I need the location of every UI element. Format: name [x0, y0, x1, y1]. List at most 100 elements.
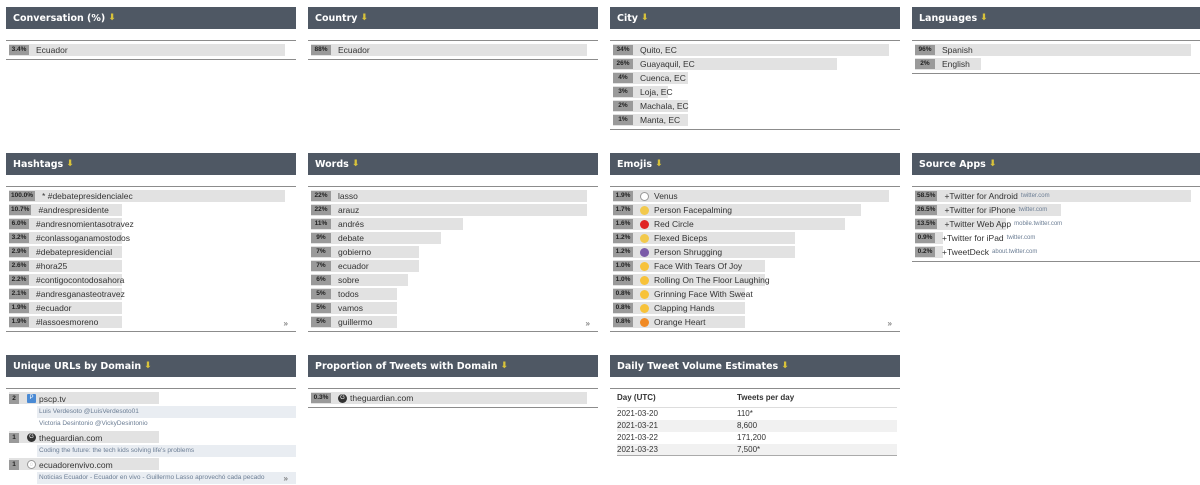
list-item[interactable]: 1.7% Person Facepalming — [613, 203, 900, 217]
list-item[interactable]: 4% Cuenca, EC — [613, 71, 900, 85]
download-icon[interactable]: ⬇ — [144, 361, 152, 371]
list-item[interactable]: 0.8% Grinning Face With Sweat — [613, 287, 900, 301]
bar-fill — [613, 232, 795, 244]
bar-fill — [311, 232, 441, 244]
list-item[interactable]: 0.9% +Twitter for iPad twitter.com — [915, 231, 1200, 245]
bar-fill — [311, 218, 463, 230]
list-item[interactable]: 9% debate — [311, 231, 598, 245]
list-item[interactable]: 1.0% Face With Tears Of Joy — [613, 259, 900, 273]
download-icon[interactable]: ⬇ — [360, 13, 368, 23]
list-item[interactable]: 0.8% Clapping Hands — [613, 301, 900, 315]
chevron-double-down-icon[interactable]: » — [283, 474, 288, 483]
item-text: English — [942, 59, 970, 69]
item-label: Face With Tears Of Joy — [640, 261, 742, 271]
bar-fill — [613, 44, 889, 56]
item-host: about.twitter.com — [992, 249, 1038, 255]
list-item[interactable]: 58.5% +Twitter for Android twitter.com — [915, 189, 1200, 203]
list-item[interactable]: 1.9% Venus — [613, 189, 900, 203]
list-item[interactable]: 3% Loja, EC — [613, 85, 900, 99]
url-item[interactable]: 1 ◌ ecuadorenvivo.com — [9, 457, 296, 472]
panel-title: Emojis — [617, 158, 653, 170]
list-item[interactable]: 3.4% Ecuador — [9, 43, 296, 57]
domain-link[interactable]: theguardian.com — [39, 432, 103, 443]
bar-fill — [9, 218, 122, 230]
download-icon[interactable]: ⬇ — [988, 159, 997, 169]
list-item[interactable]: 2.1% #andresganasteotravez — [9, 287, 296, 301]
list-item[interactable]: 2.2% #contigocontodosahora — [9, 273, 296, 287]
bar-list: 96% Spanish 2% English — [912, 40, 1200, 74]
domain-link[interactable]: pscp.tv — [39, 393, 66, 404]
emoji-icon — [640, 275, 649, 285]
list-item[interactable]: 0.8% Orange Heart — [613, 315, 900, 329]
emoji-icon — [640, 233, 649, 243]
panel-proportion: Proportion of Tweets with Domain ⬇ 0.3% G… — [308, 355, 598, 408]
emoji-icon — [640, 261, 649, 271]
domain-link[interactable]: ecuadorenvivo.com — [39, 459, 113, 470]
percent-badge: 6% — [311, 275, 331, 285]
list-item[interactable]: 1.6% Red Circle — [613, 217, 900, 231]
list-item[interactable]: 1.9% #ecuador — [9, 301, 296, 315]
list-item[interactable]: 1% Manta, EC — [613, 113, 900, 127]
list-item[interactable]: 26.5% +Twitter for iPhone twitter.com — [915, 203, 1200, 217]
bar-fill — [9, 246, 122, 258]
list-item[interactable]: 1.9% #lassoesmoreno — [9, 315, 296, 329]
download-icon[interactable]: ⬇ — [655, 159, 663, 169]
list-item[interactable]: 0.2% +TweetDeck about.twitter.com — [915, 245, 1200, 259]
list-item[interactable]: 11% andrés — [311, 217, 598, 231]
item-text: #contigocontodosahora — [36, 275, 125, 285]
list-item[interactable]: 100.0% * #debatepresidencialec — [9, 189, 296, 203]
list-item[interactable]: 7% gobierno — [311, 245, 598, 259]
list-item[interactable]: 1.0% Rolling On The Floor Laughing — [613, 273, 900, 287]
chevron-double-down-icon[interactable]: » — [887, 319, 892, 328]
chevron-double-down-icon[interactable]: » — [585, 319, 590, 328]
download-icon[interactable]: ⬇ — [781, 361, 789, 371]
download-icon[interactable]: ⬇ — [108, 13, 116, 23]
item-host: twitter.com — [1018, 207, 1048, 213]
list-item[interactable]: 2% English — [915, 57, 1200, 71]
panel-languages: Languages ⬇ 96% Spanish 2% English — [912, 7, 1200, 74]
list-item[interactable]: 5% todos — [311, 287, 598, 301]
item-label: +Twitter for iPad twitter.com — [942, 233, 1035, 243]
url-title-link[interactable]: Coding the future: the tech kids solving… — [37, 445, 296, 457]
chevron-double-down-icon[interactable]: » — [283, 319, 288, 328]
list-item[interactable]: 2.9% #debatepresidencial — [9, 245, 296, 259]
emoji-icon — [640, 191, 649, 201]
download-icon[interactable]: ⬇ — [500, 361, 509, 371]
url-title-link[interactable]: Luis Verdesoto @LuisVerdesoto01 — [37, 406, 296, 418]
url-title-link[interactable]: Noticias Ecuador - Ecuador en vivo - Gui… — [37, 472, 296, 484]
column-header-day: Day (UTC) — [617, 393, 656, 402]
list-item[interactable]: 22% arauz — [311, 203, 598, 217]
list-item[interactable]: 34% Quito, EC — [613, 43, 900, 57]
download-icon[interactable]: ⬇ — [66, 159, 74, 169]
download-icon[interactable]: ⬇ — [640, 13, 649, 23]
download-icon[interactable]: ⬇ — [980, 13, 988, 23]
percent-badge: 2.2% — [9, 275, 29, 285]
list-item[interactable]: 2.6% #hora25 — [9, 259, 296, 273]
list-item[interactable]: 22% lasso — [311, 189, 598, 203]
item-label: andrés — [338, 219, 364, 229]
list-item[interactable]: 88% Ecuador — [311, 43, 598, 57]
list-item[interactable]: 1.2% Person Shrugging — [613, 245, 900, 259]
list-item[interactable]: 96% Spanish — [915, 43, 1200, 57]
list-item[interactable]: 3.2% #conlassoganamostodos — [9, 231, 296, 245]
item-label: Machala, EC — [640, 101, 689, 111]
list-item[interactable]: 5% vamos — [311, 301, 598, 315]
bar-list: 58.5% +Twitter for Android twitter.com 26.5… — [912, 186, 1200, 262]
list-item[interactable]: 7% ecuador — [311, 259, 598, 273]
list-item[interactable]: 13.5% +Twitter Web App mobile.twitter.com — [915, 217, 1200, 231]
list-item[interactable]: 6.0% #andresnomientasotravez — [9, 217, 296, 231]
list-item[interactable]: 10.7% #andrespresidente — [9, 203, 296, 217]
list-item[interactable]: 26% Guayaquil, EC — [613, 57, 900, 71]
list-item[interactable]: 5% guillermo — [311, 315, 598, 329]
list-item[interactable]: 6% sobre — [311, 273, 598, 287]
column-header-tweets: Tweets per day — [737, 393, 795, 402]
percent-badge: 1.0% — [613, 275, 633, 285]
download-icon[interactable]: ⬇ — [351, 159, 360, 169]
list-item[interactable]: 2% Machala, EC — [613, 99, 900, 113]
url-title-link[interactable]: Victoria Desintonio @VickyDesintonio — [39, 420, 148, 427]
list-item[interactable]: 1.2% Flexed Biceps — [613, 231, 900, 245]
percent-badge: 0.8% — [613, 303, 633, 313]
